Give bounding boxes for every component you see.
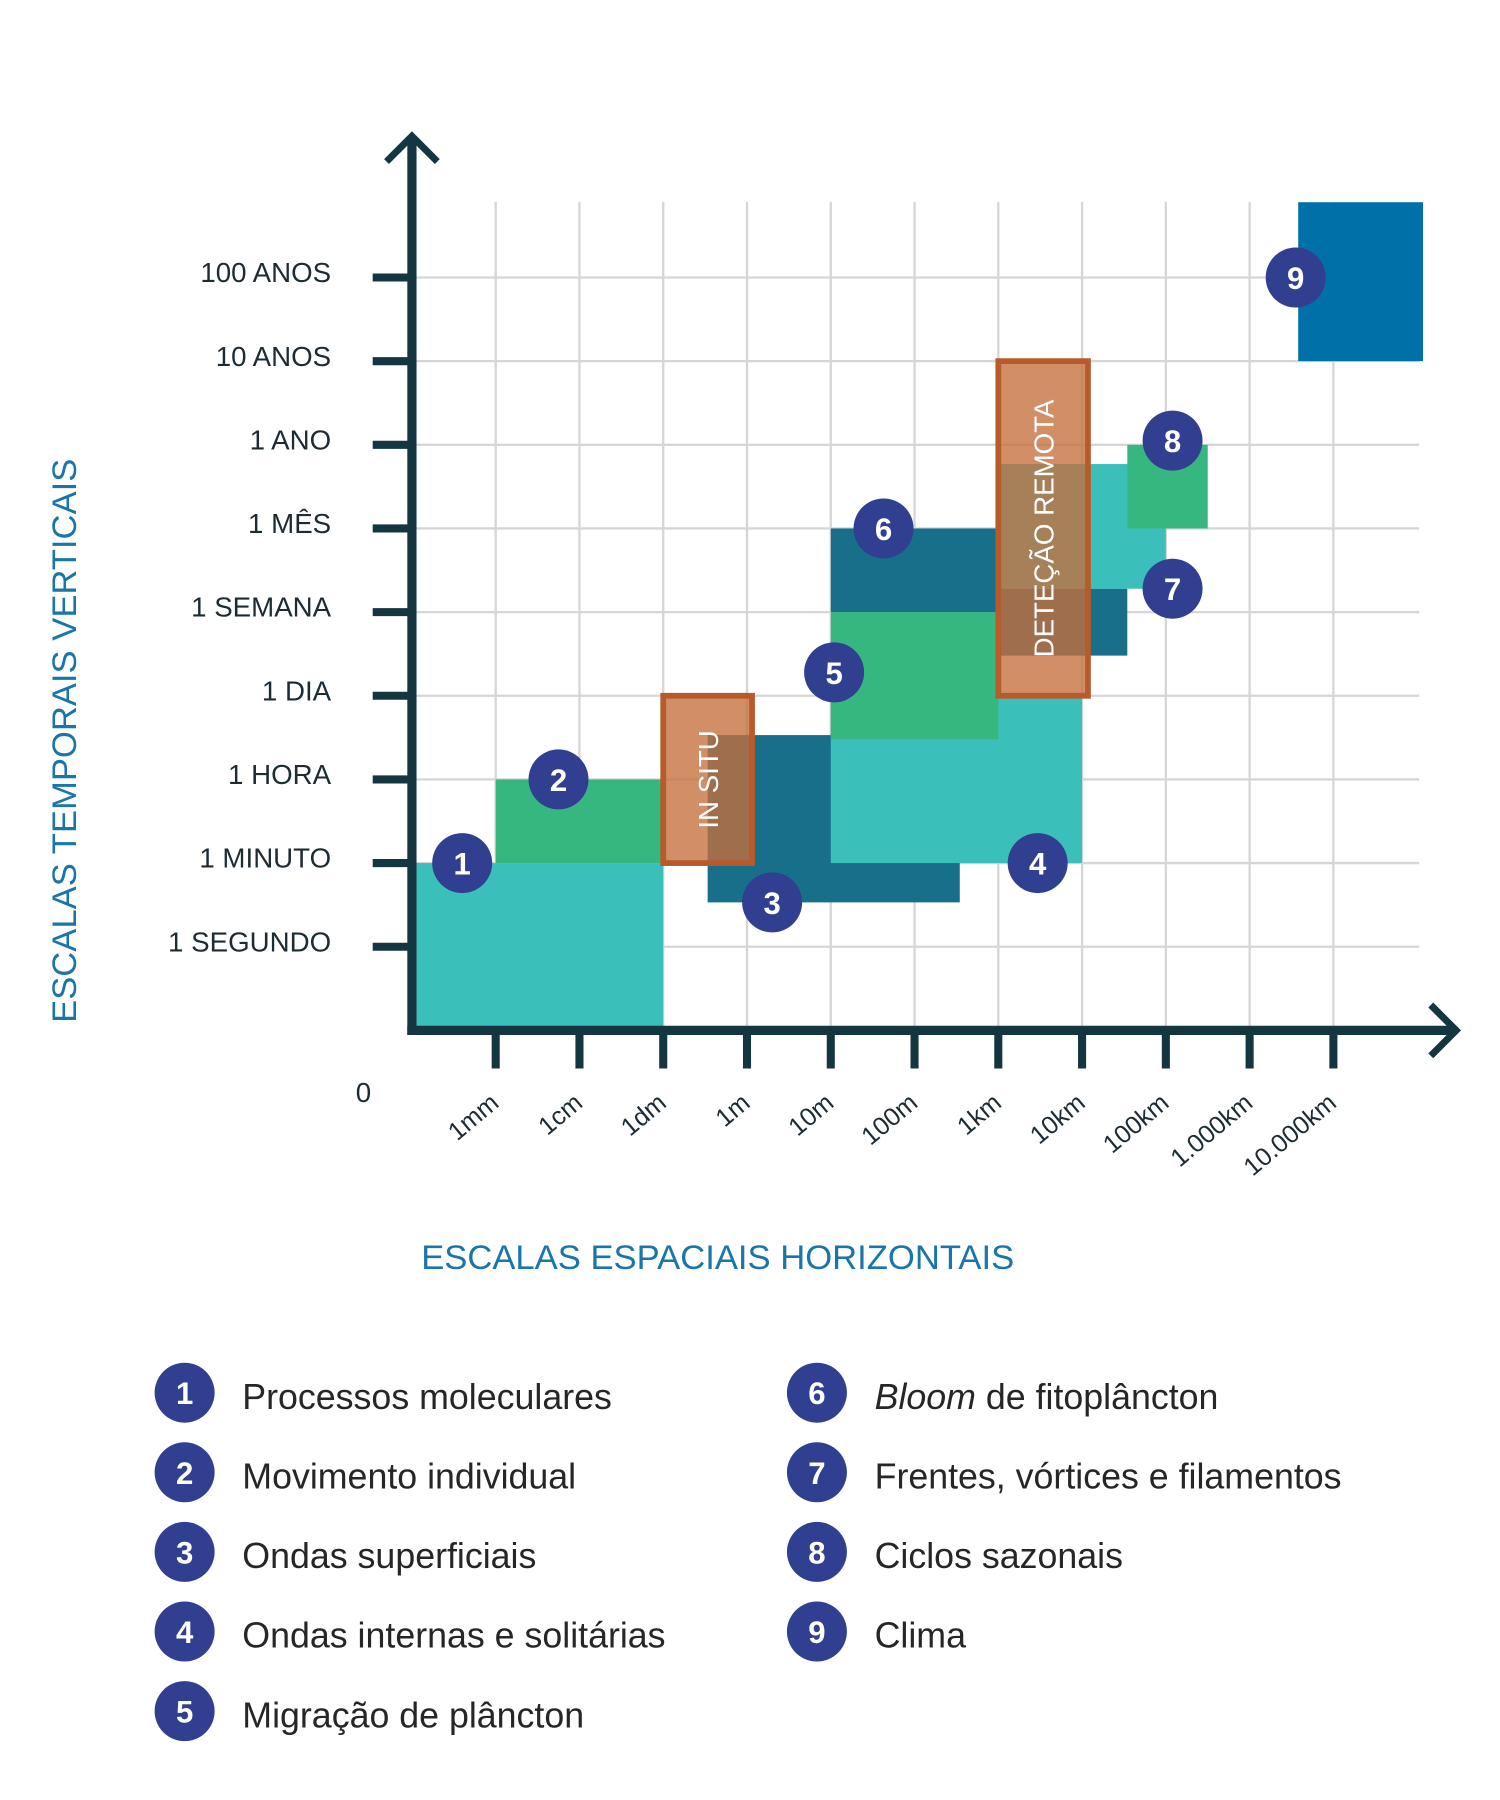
- y-tick-label: 1 ANO: [250, 424, 332, 455]
- legend-label-text: Movimento individual: [242, 1456, 576, 1496]
- legend-label: Bloom de fitoplâncton: [875, 1377, 1219, 1417]
- legend-marker-number: 1: [176, 1376, 193, 1411]
- marker-number: 7: [1164, 572, 1181, 607]
- y-tick-label: 1 DIA: [262, 675, 332, 706]
- legend-label-italic: Bloom: [875, 1377, 976, 1417]
- marker-5: [804, 642, 865, 703]
- y-axis-title: ESCALAS TEMPORAIS VERTICAIS: [46, 459, 84, 1023]
- y-tick-label: 1 HORA: [228, 759, 332, 790]
- marker-2: [528, 749, 589, 810]
- legend-marker-number: 4: [176, 1615, 194, 1650]
- markers: 1 2 3 4 5 6 7 8 9: [432, 247, 1326, 933]
- x-tick-label: 100m: [856, 1089, 923, 1151]
- method-box: [995, 358, 1091, 699]
- legend-label-text: Migração de plâncton: [242, 1695, 584, 1735]
- legend-marker-5: [154, 1681, 215, 1742]
- marker-4: [1007, 833, 1068, 894]
- marker-7: [1142, 558, 1203, 619]
- legend-marker-3: [154, 1521, 215, 1582]
- legend: 1 Processos moleculares 2 Movimento individ…: [154, 1362, 1342, 1742]
- legend-label: Clima: [875, 1616, 966, 1656]
- y-tick-label: 1 SEGUNDO: [168, 926, 331, 957]
- method-box: [660, 692, 755, 866]
- marker-8: [1142, 410, 1203, 471]
- legend-label-text: Ondas superficiais: [242, 1536, 536, 1576]
- origin-label: 0: [356, 1077, 371, 1108]
- legend-marker-4: [154, 1601, 215, 1662]
- marker-number: 1: [454, 847, 471, 882]
- legend-label-text: de fitoplâncton: [976, 1377, 1218, 1417]
- legend-label: Ondas internas e solitárias: [242, 1616, 665, 1656]
- y-tick-label: 100 ANOS: [200, 257, 331, 288]
- x-tick-label: 10m: [783, 1089, 839, 1142]
- marker-number: 9: [1287, 261, 1304, 296]
- legend-label: Movimento individual: [242, 1456, 576, 1496]
- legend-marker-7: [786, 1442, 847, 1503]
- marker-number: 2: [550, 763, 567, 798]
- legend-marker-number: 8: [808, 1535, 825, 1570]
- x-tick-label: 100km: [1098, 1089, 1174, 1159]
- marker-3: [742, 872, 803, 933]
- legend-label-text: Frentes, vórtices e filamentos: [875, 1456, 1342, 1496]
- legend-label-text: Ciclos sazonais: [875, 1536, 1123, 1576]
- legend-marker-number: 9: [808, 1615, 825, 1650]
- marker-number: 4: [1029, 847, 1047, 882]
- legend-label: Processos moleculares: [242, 1377, 612, 1417]
- legend-label: Ciclos sazonais: [875, 1536, 1123, 1576]
- marker-number: 3: [763, 886, 780, 921]
- legend-label: Migração de plâncton: [242, 1695, 584, 1735]
- legend-marker-number: 6: [808, 1376, 825, 1411]
- y-tick-label: 1 MÊS: [248, 508, 331, 539]
- legend-label-text: Clima: [875, 1616, 966, 1656]
- legend-label-text: Processos moleculares: [242, 1377, 612, 1417]
- x-tick-label: 1dm: [616, 1089, 672, 1142]
- x-tick-label: 1km: [952, 1089, 1007, 1141]
- marker-number: 8: [1164, 424, 1181, 459]
- legend-marker-2: [154, 1442, 215, 1503]
- x-tick-label: 1m: [710, 1089, 755, 1133]
- legend-label: Ondas superficiais: [242, 1536, 536, 1576]
- region-6: [830, 528, 999, 613]
- marker-9: [1265, 247, 1326, 308]
- legend-marker-9: [786, 1601, 847, 1662]
- x-tick-label: 1mm: [443, 1089, 504, 1147]
- y-tick-label: 1 SEMANA: [191, 592, 332, 623]
- legend-marker-6: [786, 1362, 847, 1423]
- legend-marker-number: 2: [176, 1456, 193, 1491]
- marker-6: [853, 498, 914, 559]
- x-tick-label: 10.000km: [1238, 1089, 1341, 1182]
- legend-marker-number: 5: [176, 1695, 193, 1730]
- legend-marker-8: [786, 1521, 847, 1582]
- x-axis-arrow: [1428, 1002, 1462, 1059]
- x-tick-label: 1cm: [533, 1089, 588, 1141]
- legend-label-text: Ondas internas e solitárias: [242, 1616, 665, 1656]
- marker-1: [432, 833, 493, 894]
- marker-number: 5: [825, 656, 842, 691]
- marker-number: 6: [875, 512, 892, 547]
- legend-label: Frentes, vórtices e filamentos: [875, 1456, 1342, 1496]
- method-boxes: IN SITU DETEÇÃO REMOTA: [660, 358, 1091, 866]
- y-tick-label: 1 MINUTO: [199, 843, 331, 874]
- method-label: DETEÇÃO REMOTA: [1029, 399, 1060, 657]
- method-label: IN SITU: [693, 730, 724, 828]
- y-axis-arrow: [384, 131, 440, 164]
- regions: [411, 202, 1424, 1031]
- y-tick-label: 10 ANOS: [216, 341, 331, 372]
- x-axis-title: ESCALAS ESPACIAIS HORIZONTAIS: [421, 1239, 1014, 1277]
- legend-marker-number: 3: [176, 1535, 193, 1570]
- x-tick-label: 10km: [1025, 1089, 1091, 1150]
- legend-marker-1: [154, 1362, 215, 1423]
- legend-marker-number: 7: [808, 1456, 825, 1491]
